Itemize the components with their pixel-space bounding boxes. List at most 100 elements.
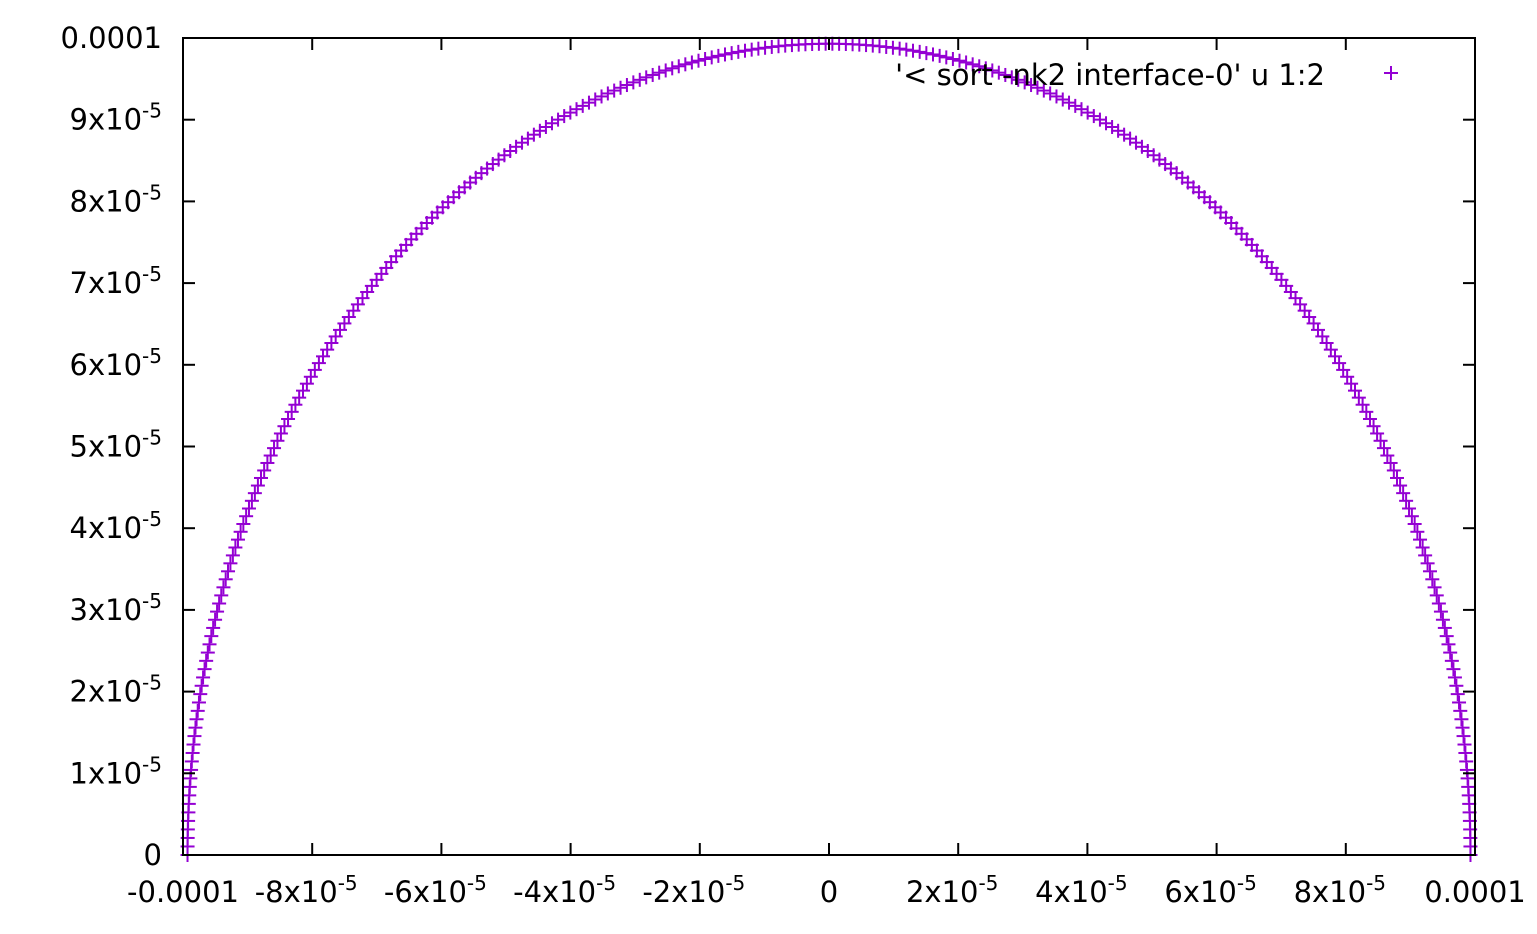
- data-point: [1036, 83, 1051, 98]
- y-tick-label: 6x10-5: [70, 344, 162, 382]
- x-tick-label: -8x10-5: [255, 871, 358, 909]
- data-point: [581, 95, 596, 110]
- data-point: [665, 61, 680, 76]
- data-point: [288, 397, 303, 412]
- x-tick-label-exponent: -5: [1108, 871, 1128, 895]
- x-tick-label-exponent: -5: [596, 871, 616, 895]
- data-point: [244, 493, 259, 508]
- data-point: [985, 63, 1000, 78]
- data-point: [717, 47, 732, 62]
- data-point: [270, 433, 285, 448]
- data-point: [613, 80, 628, 95]
- x-tick-label-mantissa: 0: [820, 875, 838, 909]
- y-tick-label-mantissa: 0.0001: [61, 21, 162, 55]
- data-point: [972, 59, 987, 74]
- data-point: [965, 57, 980, 72]
- y-tick-label-mantissa: 2x10: [70, 675, 143, 709]
- y-tick-label-exponent: -5: [142, 426, 162, 450]
- data-point: [1452, 695, 1467, 710]
- data-point: [277, 419, 292, 434]
- data-point: [626, 75, 641, 90]
- data-point: [1068, 98, 1083, 113]
- data-point: [1446, 662, 1461, 677]
- y-tick-label-exponent: -5: [142, 671, 162, 695]
- data-point: [210, 604, 225, 619]
- data-point: [228, 540, 243, 555]
- data-point: [1380, 448, 1395, 463]
- data-point: [575, 98, 590, 113]
- data-point: [1043, 86, 1058, 101]
- data-point: [744, 42, 759, 57]
- data-point: [632, 72, 647, 87]
- data-point: [1410, 524, 1425, 539]
- legend-marker: [1384, 66, 1398, 80]
- data-point: [563, 105, 578, 120]
- data-point: [1074, 102, 1089, 117]
- data-point: [263, 448, 278, 463]
- data-point: [1444, 653, 1459, 668]
- x-tick-label: 8x10-5: [1294, 871, 1386, 909]
- data-point: [1390, 470, 1405, 485]
- data-point: [1004, 70, 1019, 85]
- data-point: [281, 411, 296, 426]
- x-tick-labels: -0.0001 -8x10-5 -6x10-5 -4x10-5 -2x10-5 0 2x10…: [127, 871, 1526, 909]
- data-point: [216, 580, 231, 595]
- data-point: [684, 55, 699, 70]
- x-tick-label-exponent: -5: [978, 871, 998, 895]
- data-point: [206, 620, 221, 635]
- data-point: [1366, 419, 1381, 434]
- data-point: [991, 65, 1006, 80]
- y-tick-label-mantissa: 6x10: [70, 348, 143, 382]
- y-tick-label-mantissa: 7x10: [70, 266, 143, 300]
- x-tick-label-mantissa: 8x10: [1294, 875, 1367, 909]
- data-point: [978, 61, 993, 76]
- data-point: [241, 501, 256, 516]
- data-point: [202, 637, 217, 652]
- data-point: [208, 612, 223, 627]
- data-point: [704, 50, 719, 65]
- y-tick-label-exponent: -5: [142, 180, 162, 204]
- data-point: [230, 532, 245, 547]
- data-point: [724, 46, 739, 61]
- data-point: [678, 57, 693, 72]
- x-tick-label: -0.0001: [127, 875, 239, 909]
- data-point: [204, 629, 219, 644]
- y-tick-label: 9x10-5: [70, 99, 162, 137]
- y-tick-label: 0: [144, 838, 162, 872]
- data-point: [737, 43, 752, 58]
- legend-plus-icon: [1384, 66, 1398, 80]
- data-point: [1413, 532, 1428, 547]
- y-tick-label-exponent: -5: [142, 344, 162, 368]
- y-tick-label-mantissa: 3x10: [70, 593, 143, 627]
- data-point: [191, 695, 206, 710]
- data-point: [1427, 580, 1442, 595]
- x-tick-label: -2x10-5: [642, 871, 745, 909]
- data-point: [639, 70, 654, 85]
- data-point: [1429, 588, 1444, 603]
- data-point: [247, 486, 262, 501]
- data-point: [1092, 112, 1107, 127]
- data-point: [1402, 501, 1417, 516]
- data-point: [221, 564, 236, 579]
- data-point: [1030, 80, 1045, 95]
- y-tick-label: 8x10-5: [70, 180, 162, 218]
- x-tick-label-mantissa: -6x10: [384, 875, 467, 909]
- data-point: [284, 404, 299, 419]
- data-point: [1437, 620, 1452, 635]
- y-tick-label-mantissa: 5x10: [70, 430, 143, 464]
- data-point: [1441, 637, 1456, 652]
- data-point: [1355, 397, 1370, 412]
- data-point: [1435, 612, 1450, 627]
- data-point: [1362, 411, 1377, 426]
- x-tick-label-mantissa: -4x10: [513, 875, 596, 909]
- data-point: [588, 92, 603, 107]
- data-point: [1359, 404, 1374, 419]
- data-point: [188, 720, 203, 735]
- data-point: [225, 548, 240, 563]
- x-tick-label-exponent: -5: [338, 871, 358, 895]
- data-point: [250, 478, 265, 493]
- y-tick-label-mantissa: 0: [144, 838, 162, 872]
- data-point: [1407, 516, 1422, 531]
- data-point: [200, 645, 215, 660]
